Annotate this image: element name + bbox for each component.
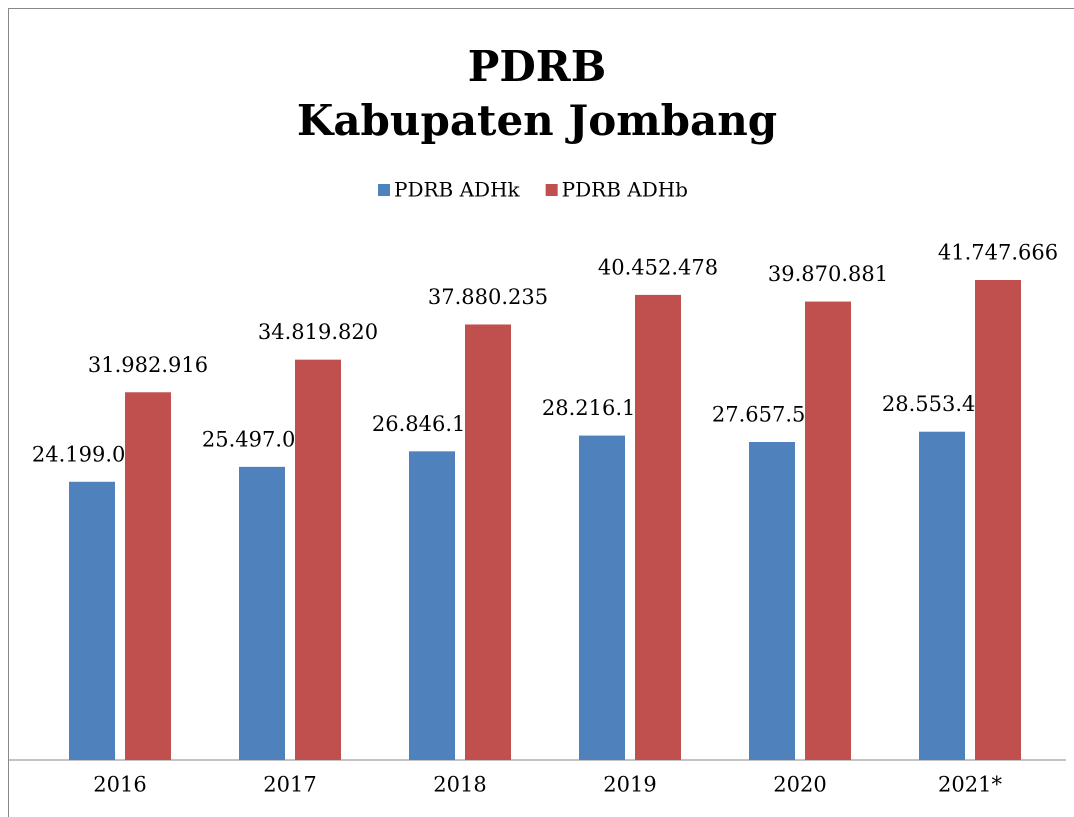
x-tick-label: 2021* — [938, 773, 1002, 797]
data-label: 41.747.666 — [938, 241, 1058, 265]
bar — [805, 301, 851, 760]
bar — [919, 431, 965, 760]
chart-title: PDRB — [468, 42, 606, 91]
x-tick-label: 2016 — [93, 773, 146, 797]
data-label: 31.982.916 — [88, 353, 208, 377]
legend-swatch — [378, 184, 390, 196]
bar — [69, 481, 115, 760]
data-label: 37.880.235 — [428, 285, 548, 309]
legend-label: PDRB ADHb — [562, 178, 688, 202]
chart-frame — [8, 8, 1074, 817]
bar — [409, 451, 455, 760]
bar — [975, 280, 1021, 760]
legend-label: PDRB ADHk — [394, 178, 521, 202]
x-tick-label: 2018 — [433, 773, 486, 797]
bar — [239, 466, 285, 760]
data-label: 39.870.881 — [768, 262, 888, 286]
bar — [295, 359, 341, 760]
x-tick-label: 2019 — [603, 773, 656, 797]
data-label: 40.452.478 — [598, 255, 718, 279]
data-label: 34.819.820 — [258, 320, 378, 344]
bar — [465, 324, 511, 760]
bar — [749, 442, 795, 760]
chart-title: Kabupaten Jombang — [297, 96, 777, 145]
bar — [579, 435, 625, 760]
bar — [635, 294, 681, 760]
legend-swatch — [545, 184, 558, 196]
x-tick-label: 2020 — [773, 773, 826, 797]
bar — [125, 392, 171, 760]
x-tick-label: 2017 — [263, 773, 316, 797]
